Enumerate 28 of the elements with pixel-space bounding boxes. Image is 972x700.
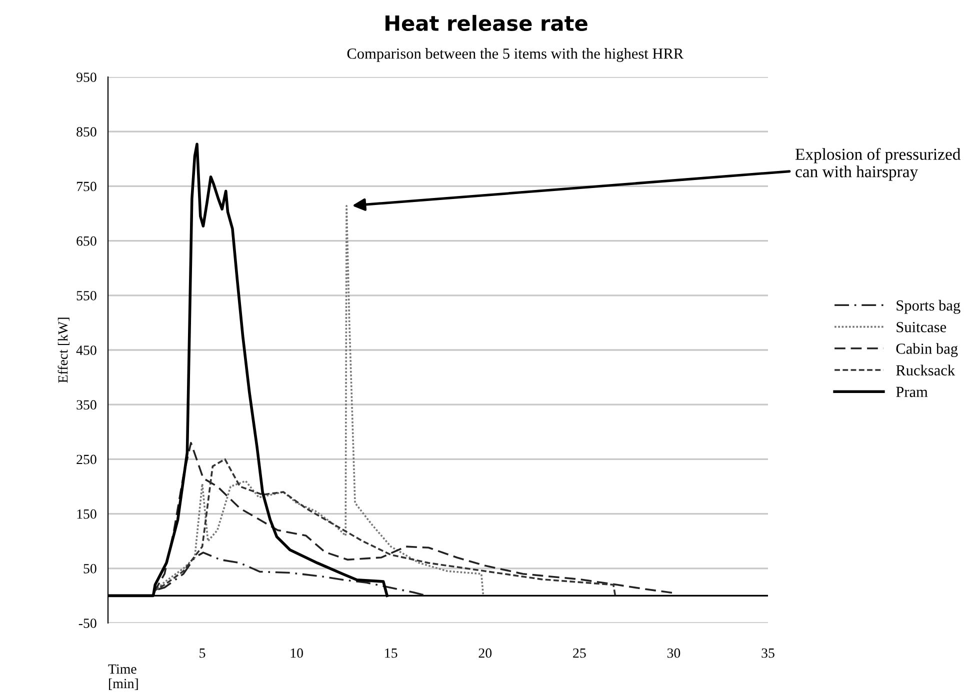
y-axis-title: Effect [kW] bbox=[58, 318, 70, 383]
y-tick-label: 750 bbox=[76, 182, 96, 192]
x-tick-label: 25 bbox=[573, 648, 586, 658]
y-tick-label: 550 bbox=[76, 290, 96, 300]
x-tick-label: 15 bbox=[385, 648, 398, 658]
legend-label: Rucksack bbox=[896, 364, 956, 376]
legend-label: Suitcase bbox=[896, 322, 946, 332]
y-tick-label: 350 bbox=[76, 400, 96, 410]
annotation: Explosion of pressurized can with hairspray bbox=[795, 148, 961, 181]
y-tick-label: 950 bbox=[76, 72, 96, 82]
legend-label: Sports bag bbox=[896, 300, 960, 314]
legend-label: Cabin bag bbox=[896, 343, 958, 358]
x-tick-label: 30 bbox=[667, 648, 680, 658]
x-tick-label: 35 bbox=[762, 648, 774, 658]
x-tick-label: 10 bbox=[290, 648, 303, 658]
y-tick-label: -50 bbox=[78, 618, 96, 628]
y-tick-label: 250 bbox=[76, 454, 96, 464]
chart-title: Heat release rate bbox=[386, 14, 588, 32]
y-tick-label: 650 bbox=[76, 236, 96, 246]
legend-label: Pram bbox=[896, 386, 928, 398]
y-tick-label: 50 bbox=[84, 564, 96, 574]
chart-subtitle: Comparison between the 5 items with the highest HRR bbox=[347, 48, 684, 62]
x-axis-title: Time [min] bbox=[108, 664, 138, 690]
x-tick-label: 20 bbox=[478, 648, 492, 658]
y-tick-label: 150 bbox=[77, 509, 96, 519]
y-tick-label: 450 bbox=[76, 346, 96, 355]
y-tick-label: 850 bbox=[76, 127, 96, 137]
x-tick-label: 5 bbox=[200, 648, 206, 658]
